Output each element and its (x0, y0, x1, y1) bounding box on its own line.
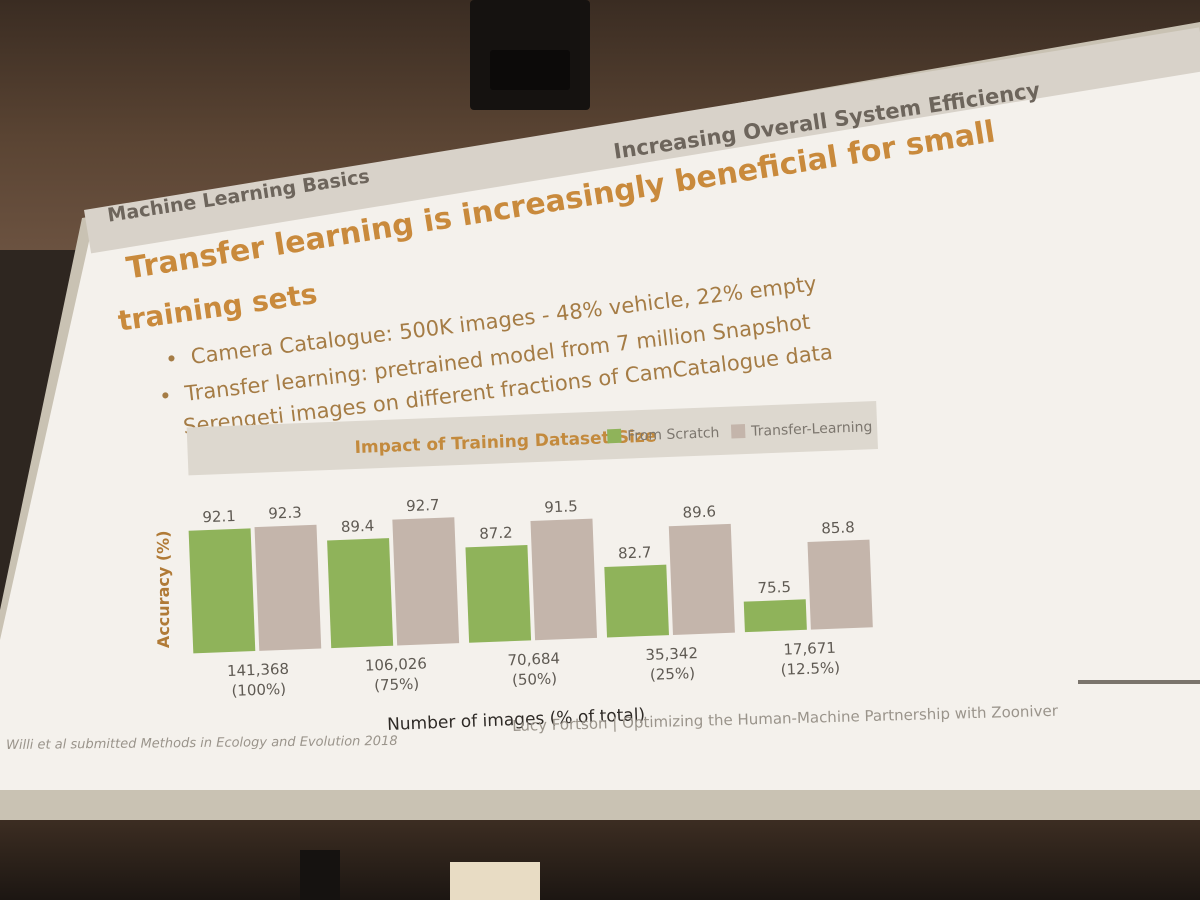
bar-transfer-learning-1 (254, 524, 322, 651)
x-tick-label-4: 35,342 (645, 644, 698, 664)
x-tick-sublabel-4: (25%) (650, 664, 696, 684)
bar-transfer-learning-3 (530, 518, 598, 641)
value-label-transfer-learning-3: 91.5 (544, 497, 578, 516)
x-tick-label-3: 70,684 (507, 649, 560, 669)
x-tick-sublabel-2: (75%) (374, 675, 420, 695)
bar-from-scratch-1 (188, 528, 256, 654)
bar-from-scratch-2 (327, 538, 394, 649)
value-label-from-scratch-1: 92.1 (202, 507, 236, 526)
value-label-transfer-learning-1: 92.3 (268, 503, 302, 522)
legend-swatch-from-scratch (607, 428, 622, 444)
bar-from-scratch-3 (465, 545, 532, 643)
value-label-transfer-learning-4: 89.6 (682, 502, 716, 521)
x-tick-sublabel-5: (12.5%) (780, 659, 840, 679)
x-tick-sublabel-1: (100%) (231, 680, 286, 700)
x-tick-label-5: 17,671 (783, 639, 836, 659)
footer-divider (1078, 680, 1200, 684)
bar-from-scratch-4 (604, 564, 669, 638)
bar-transfer-learning-4 (668, 523, 735, 635)
value-label-transfer-learning-2: 92.7 (406, 496, 440, 515)
x-tick-label-2: 106,026 (365, 654, 428, 674)
value-label-from-scratch-3: 87.2 (479, 524, 513, 543)
legend-swatch-transfer-learning (730, 424, 746, 439)
stage-light (450, 862, 540, 900)
stage-post (300, 850, 340, 900)
value-label-from-scratch-5: 75.5 (757, 578, 791, 597)
x-tick-sublabel-3: (50%) (512, 669, 558, 689)
bar-transfer-learning-5 (807, 539, 873, 630)
value-label-from-scratch-2: 89.4 (341, 517, 375, 536)
value-label-transfer-learning-5: 85.8 (821, 518, 855, 537)
chart-title-band (186, 400, 878, 476)
bar-from-scratch-5 (743, 599, 807, 633)
y-axis-label: Accuracy (%) (154, 530, 173, 648)
bar-transfer-learning-2 (392, 517, 460, 646)
x-tick-label-1: 141,368 (227, 660, 290, 680)
value-label-from-scratch-4: 82.7 (618, 543, 652, 562)
legend-label-from-scratch: From Scratch (627, 425, 720, 445)
room-floor (0, 820, 1200, 900)
legend-label-transfer-learning: Transfer-Learning (750, 419, 873, 440)
projector-lens (490, 50, 570, 90)
